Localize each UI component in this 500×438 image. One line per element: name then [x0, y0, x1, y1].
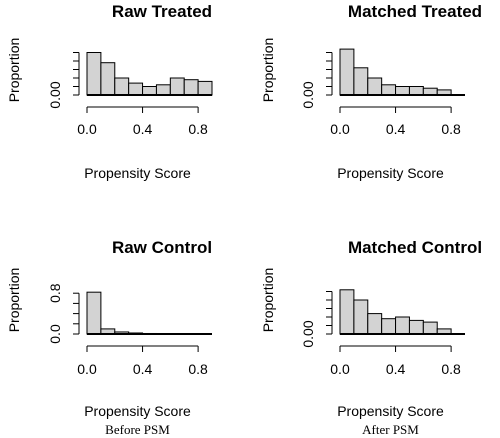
panel-title: Matched Treated — [348, 2, 482, 21]
x-tick-label: 0.0 — [330, 121, 350, 137]
panel-title: Matched Control — [348, 238, 482, 257]
panel-title: Raw Treated — [112, 2, 212, 21]
x-axis-label: Propensity Score — [84, 403, 191, 419]
y-tick-label: 0.0 — [47, 324, 63, 344]
histogram-bar — [408, 86, 424, 96]
y-tick-label: 0.8 — [47, 283, 63, 303]
histogram-bar — [395, 86, 410, 96]
histogram-bar — [381, 84, 397, 96]
x-tick-label: 0.4 — [133, 121, 153, 137]
x-tick-label: 0.8 — [441, 361, 461, 377]
histogram-panel: Matched Control 0.00 Proportion 0.0 0.4 0.8 Pr… — [260, 238, 482, 437]
histogram-bar — [86, 52, 102, 96]
histogram-bar — [100, 62, 116, 96]
panel-caption: Before PSM — [105, 422, 170, 437]
x-axis-label: Propensity Score — [84, 165, 191, 181]
x-tick-label: 0.0 — [77, 121, 97, 137]
y-tick-label: 0.00 — [47, 81, 63, 108]
y-axis-label: Proportion — [6, 38, 22, 103]
histogram-bar — [339, 289, 355, 335]
histogram-panel: Raw Treated 0.00 Proportion 0.0 0.4 0.8 Propen… — [6, 2, 213, 181]
x-tick-label: 0.0 — [77, 361, 97, 377]
histogram-bar — [86, 291, 102, 335]
x-tick-label: 0.8 — [441, 121, 461, 137]
histogram-bar — [381, 318, 397, 335]
histogram-bar — [422, 87, 438, 96]
x-tick-label: 0.8 — [188, 361, 208, 377]
histogram-bar — [128, 82, 144, 96]
x-tick-label: 0.0 — [330, 361, 350, 377]
y-axis-label: Proportion — [260, 268, 276, 333]
histogram-bar — [408, 319, 424, 335]
y-axis-label: Proportion — [260, 38, 276, 103]
x-axis-label: Propensity Score — [337, 165, 444, 181]
x-tick-label: 0.8 — [188, 121, 208, 137]
histogram-bar — [339, 48, 355, 96]
panel-caption: After PSM — [362, 422, 419, 437]
histogram-bar — [142, 86, 157, 96]
y-tick-label: 0.00 — [300, 320, 316, 347]
panel-title: Raw Control — [112, 238, 212, 257]
x-tick-label: 0.4 — [386, 361, 406, 377]
x-axis-label: Propensity Score — [337, 403, 444, 419]
y-axis-label: Proportion — [6, 268, 22, 333]
histogram-bar — [353, 67, 369, 96]
histogram-bar — [183, 79, 199, 96]
histogram-bar — [395, 316, 410, 335]
histogram-bar — [114, 77, 130, 96]
histogram-bar — [169, 77, 185, 96]
y-tick-label: 0.00 — [300, 81, 316, 108]
histogram-bar — [422, 321, 438, 335]
x-tick-label: 0.4 — [386, 121, 406, 137]
histogram-bar — [367, 313, 383, 335]
histogram-bar — [353, 299, 369, 335]
x-tick-label: 0.4 — [133, 361, 153, 377]
histogram-bar — [367, 77, 383, 96]
histogram-bar — [155, 84, 171, 96]
histogram-bar — [197, 80, 213, 96]
histogram-panel: Matched Treated 0.00 Proportion 0.0 0.4 0.8 Pr… — [260, 2, 482, 181]
histogram-panel: Raw Control 0.0 0.8 Proportion 0.0 0.4 0.8 Prop… — [6, 238, 212, 437]
